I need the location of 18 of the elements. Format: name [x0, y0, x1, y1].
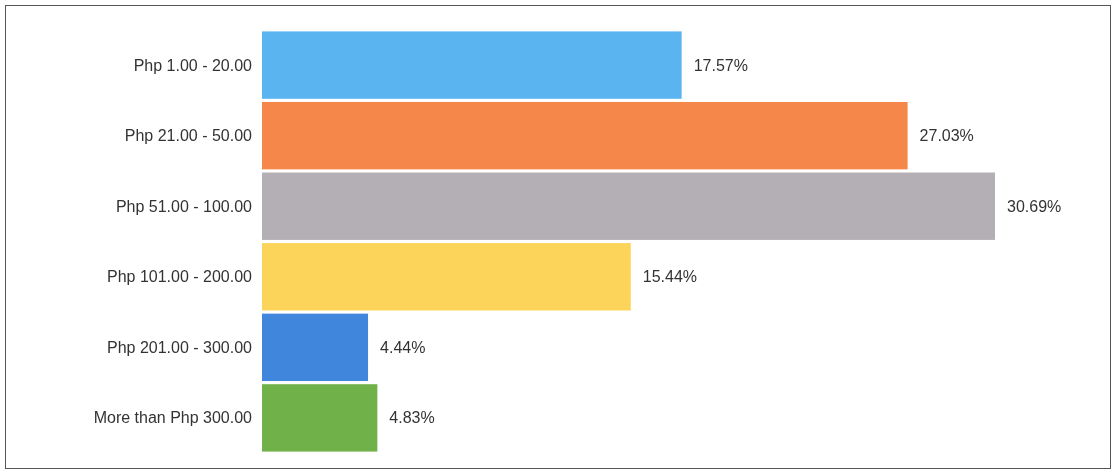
y-tick-label: Php 21.00 - 50.00 [124, 127, 253, 145]
y-tick-label: Php 51.00 - 100.00 [115, 197, 253, 215]
y-tick-label: Php 1.00 - 20.00 [133, 56, 253, 74]
y-tick-label: Php 101.00 - 200.00 [106, 268, 253, 286]
bar [262, 313, 369, 382]
bar [262, 31, 682, 99]
bar [262, 384, 378, 452]
data-label: 15.44% [642, 268, 698, 286]
data-label: 27.03% [919, 127, 974, 145]
data-label: 30.69% [1007, 197, 1062, 215]
data-label: 17.57% [693, 56, 748, 74]
y-tick-label: Php 201.00 - 300.00 [106, 338, 253, 356]
bar [262, 172, 995, 240]
bar [262, 101, 908, 170]
data-label: 4.83% [389, 409, 435, 427]
data-label: 4.44% [380, 338, 426, 356]
y-tick-label: More than Php 300.00 [93, 409, 253, 427]
bar [262, 243, 631, 311]
